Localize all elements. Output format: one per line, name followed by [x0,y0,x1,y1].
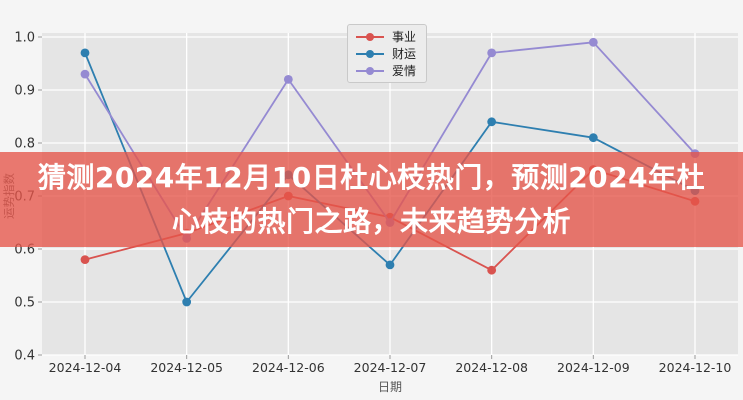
headline-text: 猜测2024年12月10日杜心枝热门，预测2024年杜心枝的热门之路，未来趋势分… [37,160,706,238]
career-line-marker-icon [356,32,384,42]
headline-overlay: 猜测2024年12月10日杜心枝热门，预测2024年杜心枝的热门之路，未来趋势分… [0,152,743,247]
x-axis-label: 日期 [378,380,402,394]
legend-item-career: 事业 [356,29,416,44]
data-point-财运-2024-12-09 [588,133,598,143]
x-axis-tick-label: 2024-12-07 [354,360,427,375]
wealth-line-marker-icon [356,49,384,59]
legend-item-wealth: 财运 [356,46,416,61]
data-point-财运-2024-12-07 [385,260,395,270]
y-axis-tick-label: 0.9 [14,84,35,99]
legend-item-love: 爱情 [356,63,416,78]
data-point-财运-2024-12-08 [487,117,497,127]
data-point-财运-2024-12-04 [80,48,90,58]
y-axis-tick-label: 0.5 [14,296,35,311]
x-axis-tick-label: 2024-12-06 [252,360,325,375]
data-point-事业-2024-12-04 [80,255,90,264]
data-point-事业-2024-12-08 [487,265,497,275]
legend-label-career: 事业 [392,29,417,44]
x-axis-tick-label: 2024-12-09 [557,360,630,375]
data-point-爱情-2024-12-06 [283,75,293,84]
chart-legend: 事业 财运 爱情 [347,24,428,83]
legend-label-wealth: 财运 [392,46,417,61]
data-point-财运-2024-12-05 [182,297,192,307]
y-axis-tick-label: 0.4 [14,349,35,364]
data-point-爱情-2024-12-04 [80,69,90,79]
legend-label-love: 爱情 [392,63,417,78]
data-point-爱情-2024-12-08 [487,48,497,58]
y-axis-tick-label: 1.0 [14,31,35,46]
love-line-marker-icon [356,66,384,76]
data-point-爱情-2024-12-09 [588,37,598,47]
x-axis-tick-label: 2024-12-05 [150,360,223,375]
x-axis-tick-label: 2024-12-04 [49,360,122,375]
y-axis-tick-label: 0.8 [14,137,35,152]
x-axis-tick-label: 2024-12-10 [659,360,732,375]
x-axis-tick-label: 2024-12-08 [455,360,528,375]
